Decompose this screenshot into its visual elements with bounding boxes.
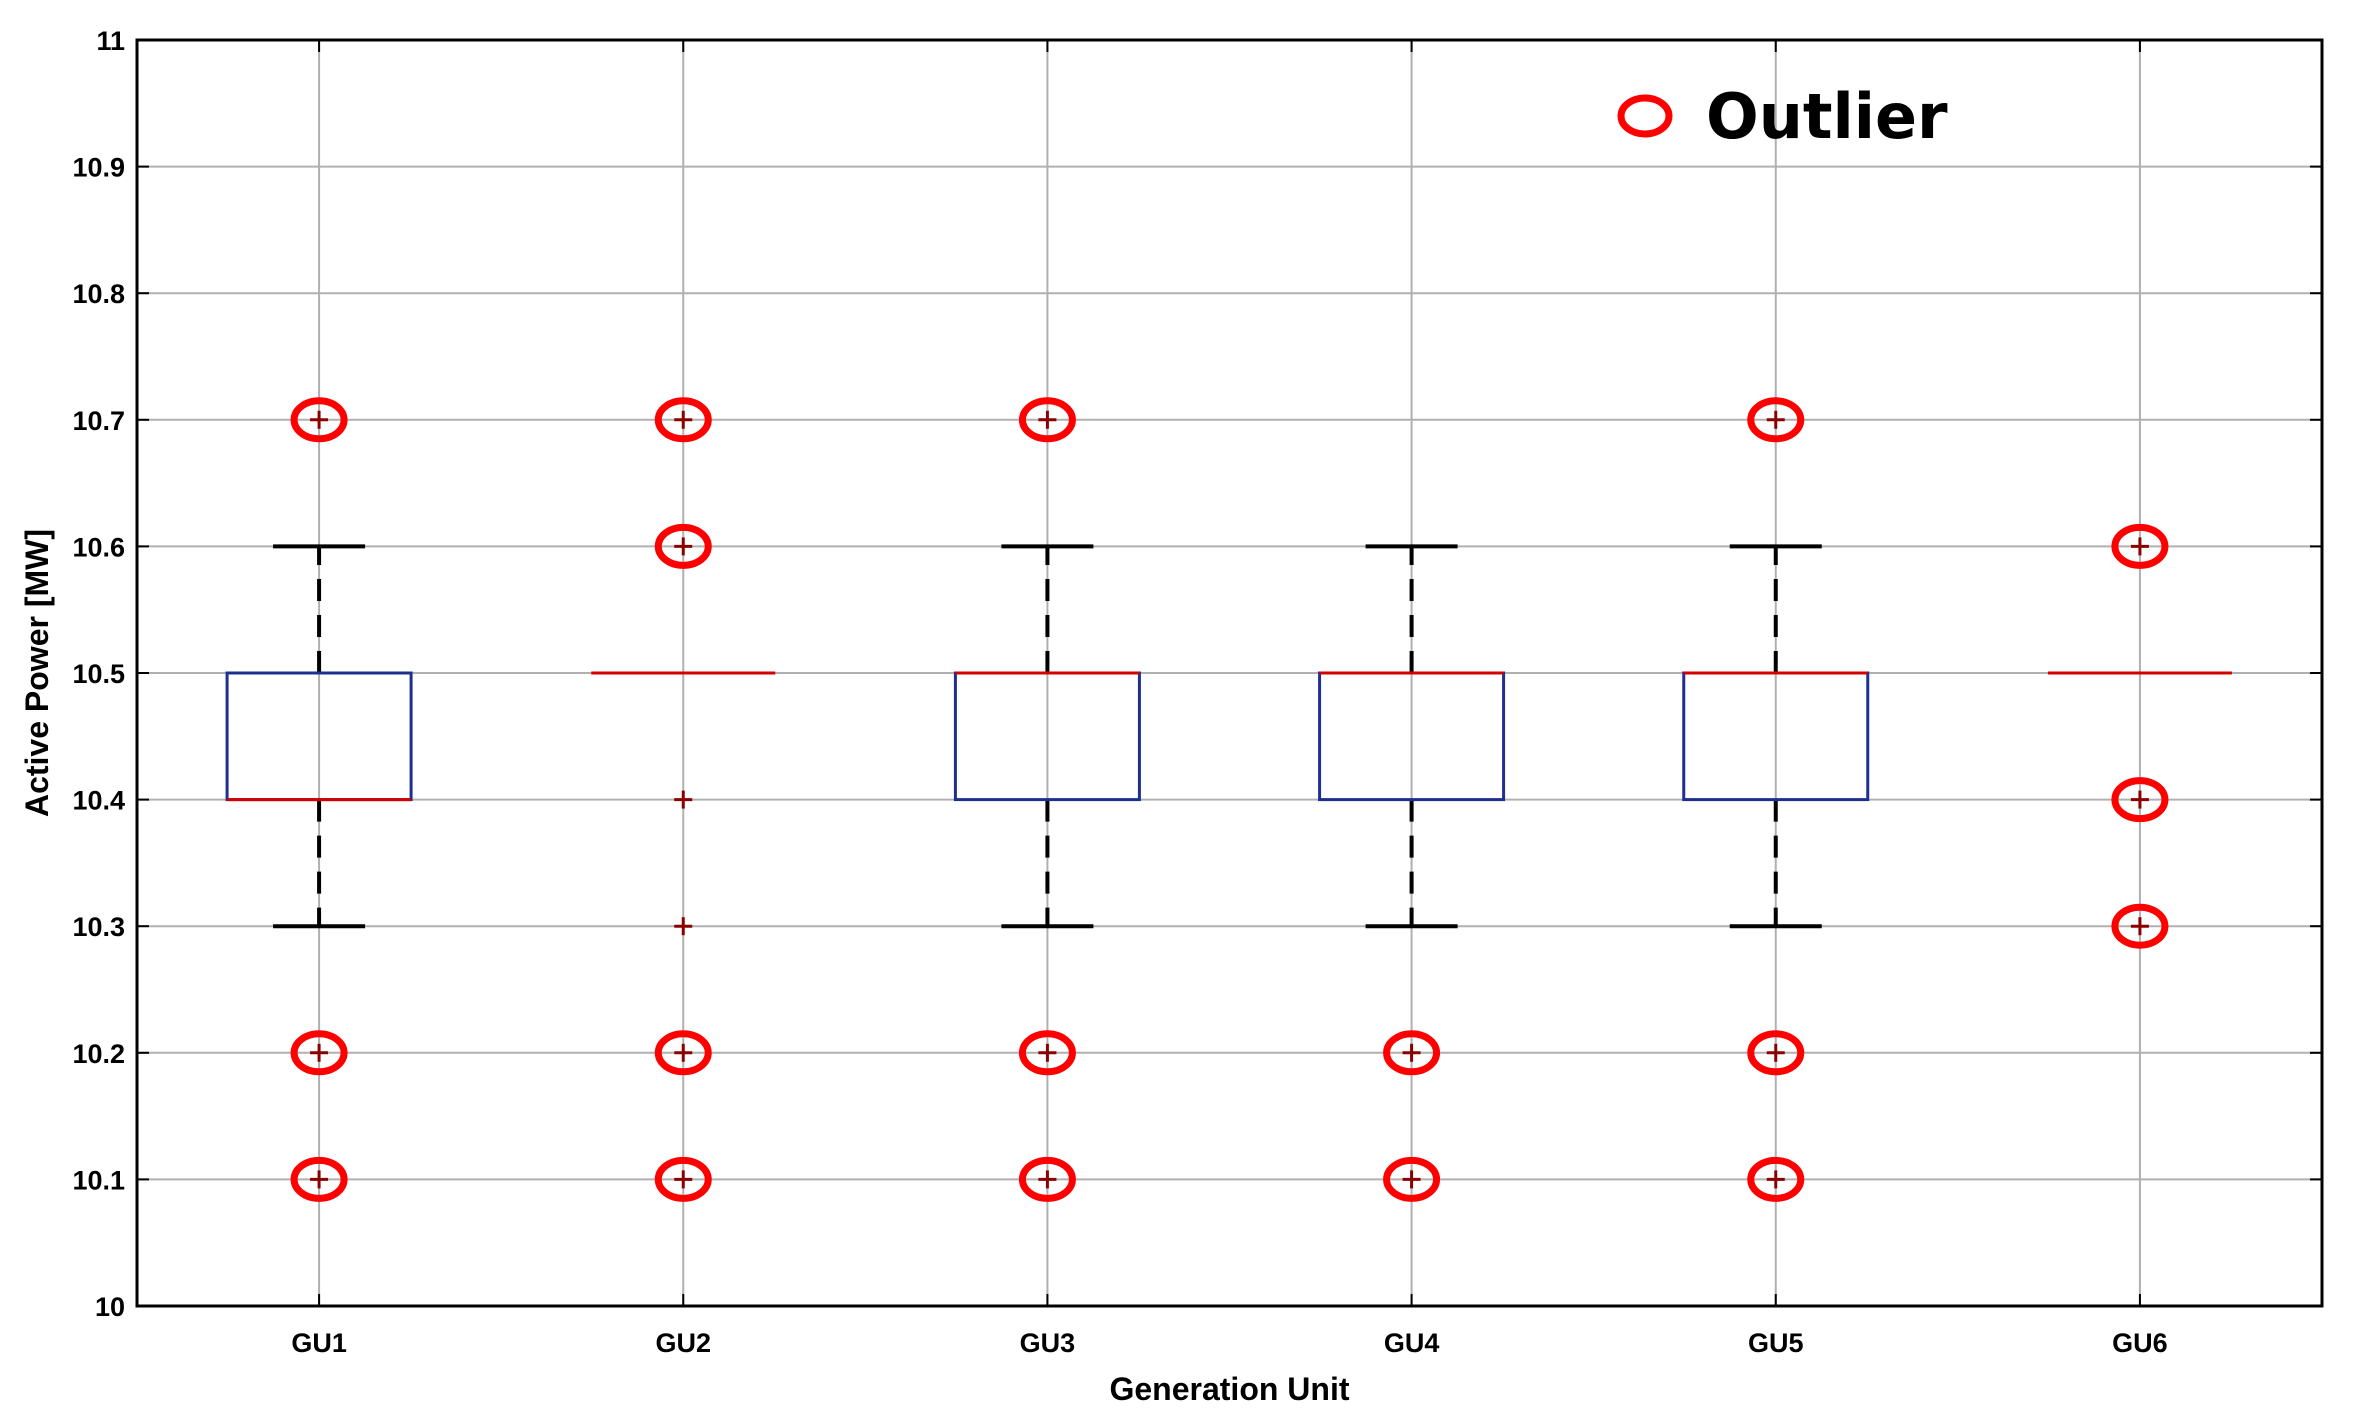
outlier-circle	[654, 397, 712, 443]
x-tick-label: GU3	[1020, 1328, 1076, 1358]
y-axis-label: Active Power [MW]	[19, 529, 55, 817]
outlier-circle	[1383, 1030, 1441, 1076]
box-group-gu4	[1318, 544, 1506, 1202]
outlier-circle	[1018, 1030, 1076, 1076]
y-tick-label: 10	[95, 1292, 125, 1322]
box-group-gu2	[591, 397, 776, 1202]
outlier-circle	[1747, 1030, 1805, 1076]
outlier-circle	[290, 1030, 348, 1076]
x-axis-label: Generation Unit	[1109, 1371, 1349, 1407]
outlier-circle	[2111, 523, 2169, 569]
ticks-layer: 10 10.1 10.2 10.3 10.4 10.5 10.6 10.7 10.8 10.9 11…	[72, 26, 2322, 1358]
outlier-circle	[2111, 777, 2169, 823]
y-tick-label: 10.1	[72, 1165, 125, 1195]
legend: Outlier	[1617, 80, 1948, 153]
x-tick-label: GU6	[2112, 1328, 2168, 1358]
box-group-gu5	[1682, 397, 1870, 1202]
y-tick-label: 10.7	[72, 406, 125, 436]
outlier-circle	[2111, 903, 2169, 949]
y-tick-label: 11	[96, 26, 125, 56]
outlier-circle	[1018, 397, 1076, 443]
box-group-gu1	[225, 397, 413, 1202]
outlier-circle	[654, 1030, 712, 1076]
outlier-circle	[290, 397, 348, 443]
y-tick-label: 10.8	[72, 279, 125, 309]
outlier-circle	[1747, 397, 1805, 443]
legend-outlier-label: Outlier	[1706, 80, 1948, 153]
legend-outlier-marker	[1617, 94, 1673, 138]
box-group-gu6	[2047, 523, 2232, 949]
outlier-circle	[1747, 1156, 1805, 1202]
outlier-circle	[654, 1156, 712, 1202]
y-tick-label: 10.2	[72, 1039, 125, 1069]
y-tick-label: 10.3	[72, 912, 125, 942]
outlier-circle	[290, 1156, 348, 1202]
box-group-gu3	[953, 397, 1141, 1202]
y-tick-label: 10.9	[72, 153, 125, 183]
x-tick-label: GU1	[291, 1328, 347, 1358]
x-tick-label: GU4	[1384, 1328, 1440, 1358]
marks-layer	[225, 397, 2232, 1202]
y-tick-label: 10.5	[72, 659, 125, 689]
y-tick-label: 10.4	[72, 786, 125, 816]
x-tick-label: GU5	[1748, 1328, 1804, 1358]
grid-layer	[137, 40, 2322, 1306]
x-tick-label: GU2	[655, 1328, 711, 1358]
outlier-circle	[1383, 1156, 1441, 1202]
y-tick-label: 10.6	[72, 532, 125, 562]
outlier-circle	[1018, 1156, 1076, 1202]
outlier-circle	[654, 523, 712, 569]
